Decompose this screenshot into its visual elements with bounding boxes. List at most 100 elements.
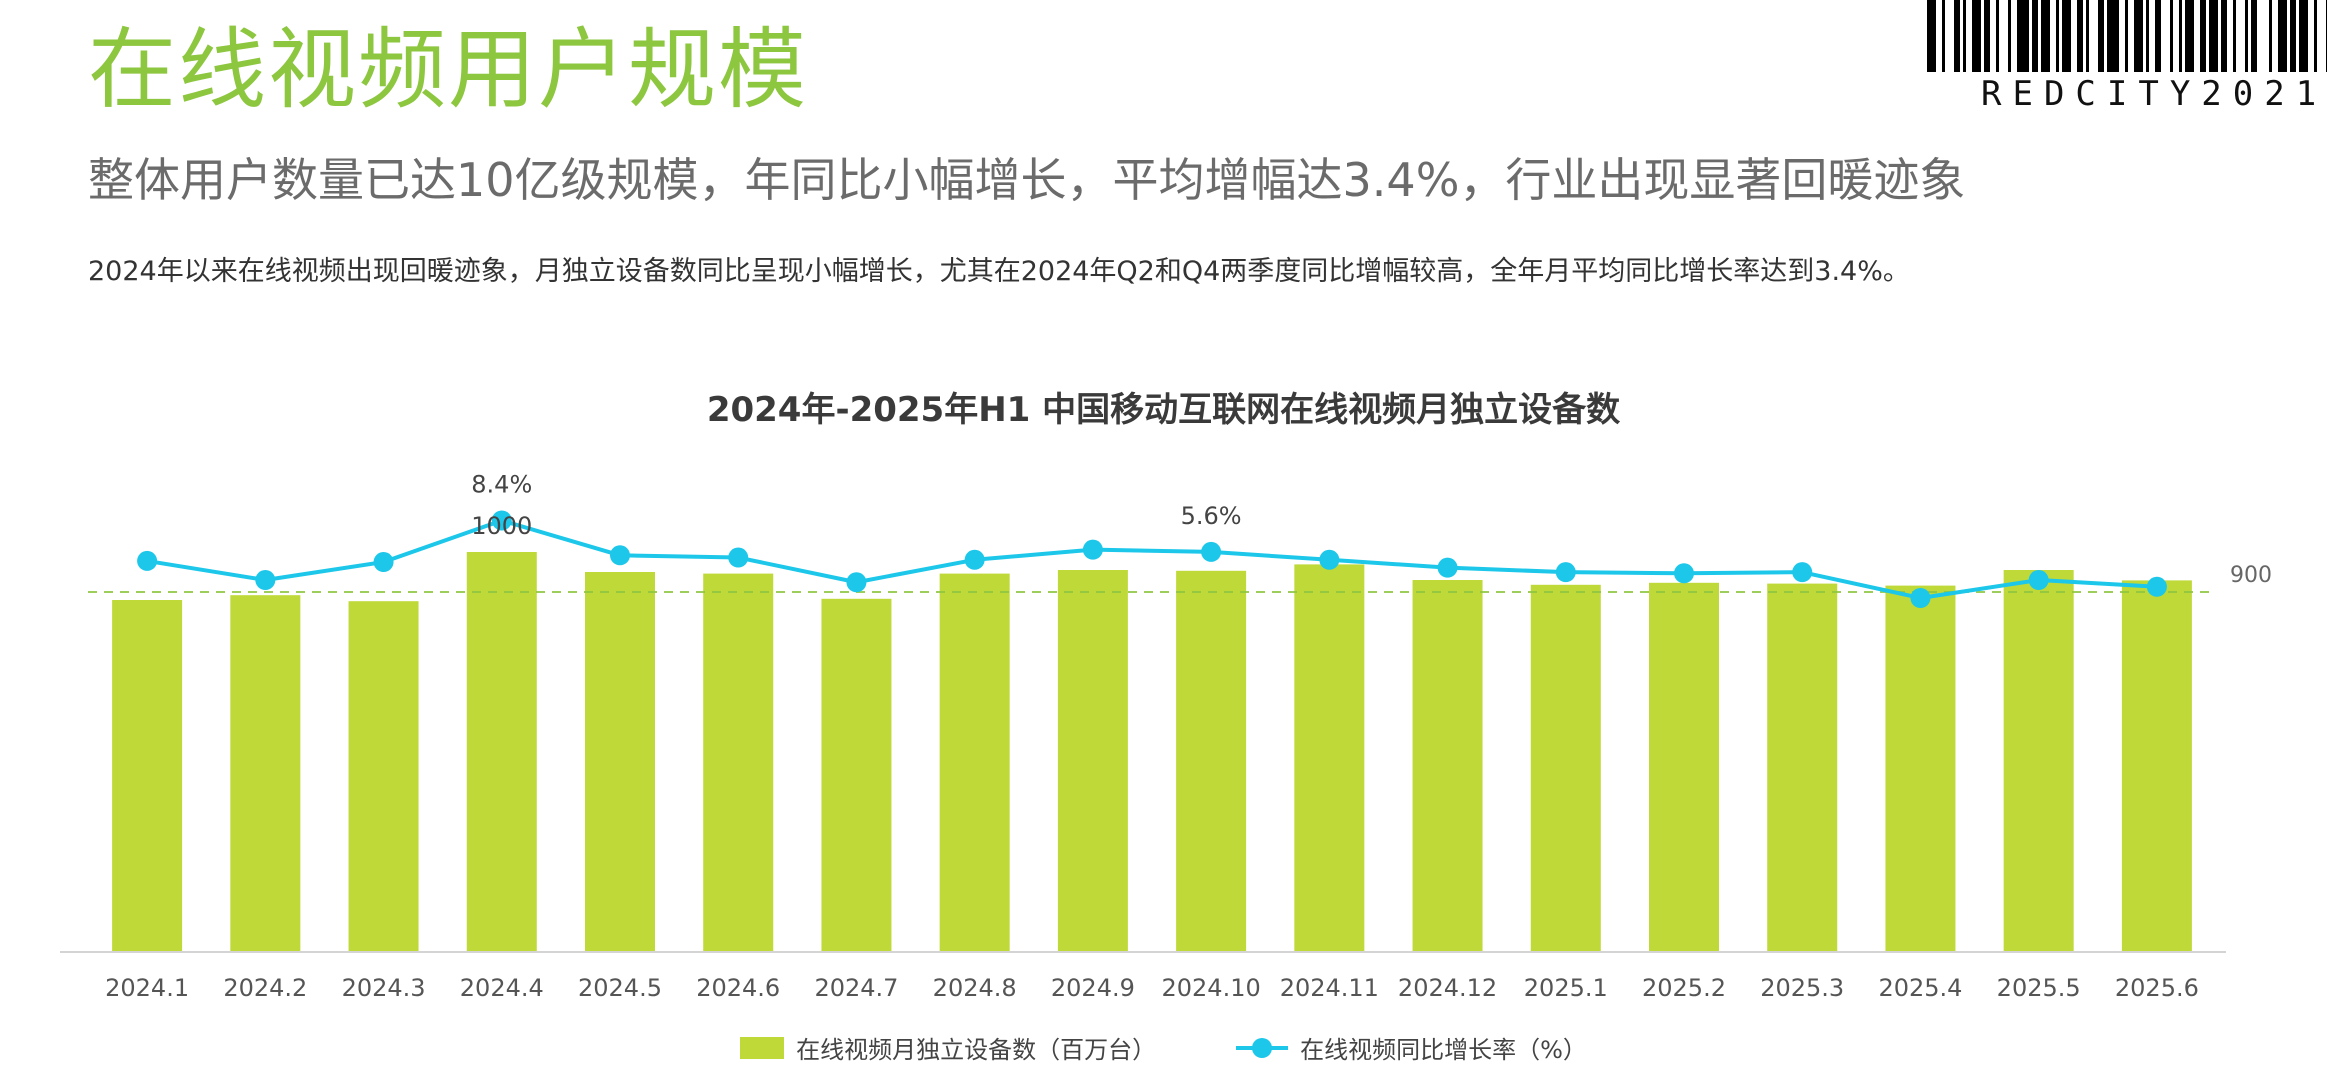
bar-2024.6 — [703, 573, 774, 952]
barcode-bar — [2098, 0, 2104, 72]
barcode-bar — [2170, 0, 2173, 72]
x-tick-label-2024.2: 2024.2 — [223, 974, 307, 1002]
barcode-bar — [2077, 0, 2083, 72]
x-tick-label-2024.3: 2024.3 — [342, 974, 426, 1002]
growth-point-2024.11 — [1319, 549, 1340, 570]
growth-point-2024.4 — [491, 510, 512, 531]
growth-point-2025.4 — [1910, 588, 1931, 608]
barcode-bar — [2245, 0, 2248, 72]
barcode-bar — [2041, 0, 2050, 72]
x-tick-label-2024.7: 2024.7 — [814, 974, 898, 1002]
bar-2025.3 — [1767, 583, 1838, 952]
x-tick-label-2024.9: 2024.9 — [1051, 974, 1135, 1002]
barcode-bar — [2269, 0, 2272, 72]
barcode-bar — [2200, 0, 2206, 72]
page-subtitle: 整体用户数量已达10亿级规模，年同比小幅增长，平均增幅达3.4%，行业出现显著回… — [88, 153, 1966, 207]
barcode-bar — [1963, 0, 1966, 72]
barcode-bar — [2107, 0, 2119, 72]
bar-2024.7 — [821, 598, 892, 952]
bar-2024.11 — [1294, 564, 1365, 952]
barcode-bar — [2299, 0, 2308, 72]
barcode-bar — [2008, 0, 2011, 72]
barcode-bar — [2233, 0, 2236, 72]
x-tick-label-2025.3: 2025.3 — [1760, 974, 1844, 1002]
barcode-bar — [1942, 0, 1945, 72]
barcode-bar — [2290, 0, 2296, 72]
growth-point-2024.5 — [610, 545, 630, 566]
legend-item-devices: 在线视频月独立设备数（百万台） — [740, 1030, 1156, 1065]
barcode-bar — [2278, 0, 2287, 72]
summary-text: 2024年以来在线视频出现回暖迹象，月独立设备数同比呈现小幅增长，尤其在2024… — [88, 256, 1910, 287]
barcode-icon — [1927, 0, 2327, 72]
barcode-bar — [2134, 0, 2143, 72]
bar-2024.5 — [585, 572, 655, 952]
legend-item-growth: 在线视频同比增长率（%） — [1236, 1030, 1587, 1065]
bar-2025.6 — [2121, 580, 2192, 952]
barcode-bar — [2146, 0, 2149, 72]
barcode-bar — [2209, 0, 2218, 72]
bar-2024.12 — [1412, 580, 1483, 952]
bar-2025.1 — [1530, 584, 1601, 952]
barcode-bar — [1954, 0, 1960, 72]
barcode-bar — [2017, 0, 2029, 72]
bar-2025.2 — [1649, 582, 1719, 952]
x-tick-label-2024.10: 2024.10 — [1161, 974, 1260, 1002]
barcode-bar — [2179, 0, 2182, 72]
x-tick-label-2025.4: 2025.4 — [1878, 974, 1962, 1002]
barcode-bar — [2056, 0, 2059, 72]
growth-point-2024.7 — [846, 572, 867, 593]
growth-point-2024.9 — [1082, 539, 1103, 560]
growth-point-2025.6 — [2146, 576, 2167, 597]
bar-2024.3 — [348, 601, 419, 952]
barcode-bar — [2314, 0, 2317, 72]
barcode-bar — [2125, 0, 2128, 72]
x-tick-label-2024.1: 2024.1 — [105, 974, 189, 1002]
growth-data-label-2024.10: 5.6% — [1181, 502, 1242, 530]
legend-label-devices: 在线视频月独立设备数（百万台） — [796, 1036, 1157, 1064]
barcode-bar — [2251, 0, 2257, 72]
bar-2024.10 — [1176, 570, 1247, 952]
growth-point-2024.8 — [964, 549, 985, 570]
growth-data-label-2024.4: 8.4% — [471, 470, 532, 498]
x-tick-label-2025.1: 2025.1 — [1524, 974, 1608, 1002]
x-tick-label-2025.2: 2025.2 — [1642, 974, 1726, 1002]
page-title: 在线视频用户规模 — [88, 18, 809, 121]
bar-data-label-2024.4: 1000 — [471, 512, 532, 540]
x-tick-label-2024.8: 2024.8 — [933, 974, 1017, 1002]
growth-point-2024.12 — [1437, 557, 1458, 578]
x-tick-label-2024.5: 2024.5 — [578, 974, 662, 1002]
x-tick-label-2024.12: 2024.12 — [1398, 974, 1497, 1002]
bar-2025.5 — [2003, 570, 2074, 952]
barcode-bar — [1927, 0, 1936, 72]
growth-rate-line — [146, 518, 2158, 600]
barcode-bar — [2032, 0, 2038, 72]
barcode-bar — [2221, 0, 2227, 72]
barcode-bar — [1972, 0, 1981, 72]
bar-2024.4 — [466, 552, 537, 952]
legend-label-growth: 在线视频同比增长率（%） — [1300, 1036, 1587, 1064]
bar-2025.4 — [1885, 585, 1956, 952]
barcode-bar — [1996, 0, 1999, 72]
barcode-bar — [2155, 0, 2161, 72]
x-tick-label-2024.6: 2024.6 — [696, 974, 780, 1002]
growth-point-2024.3 — [373, 552, 394, 573]
reference-line-label: 900 — [2230, 563, 2272, 588]
x-tick-label-2024.11: 2024.11 — [1280, 974, 1379, 1002]
x-tick-label-2024.4: 2024.4 — [460, 974, 544, 1002]
chart-legend: 在线视频月独立设备数（百万台） 在线视频同比增长率（%） — [0, 1030, 2327, 1065]
x-tick-label-2025.5: 2025.5 — [1997, 974, 2081, 1002]
barcode-bar — [2185, 0, 2194, 72]
chart-title: 2024年-2025年H1 中国移动互联网在线视频月独立设备数 — [706, 390, 1621, 430]
barcode-bar — [2062, 0, 2071, 72]
growth-point-2024.1 — [137, 550, 158, 571]
legend-bar-swatch — [740, 1036, 785, 1059]
growth-point-2024.2 — [255, 570, 276, 591]
growth-point-2025.2 — [1674, 563, 1694, 584]
growth-point-2024.10 — [1201, 541, 1222, 562]
barcode-bar — [1984, 0, 1990, 72]
brand-text: REDCITY2021 — [1981, 74, 2327, 114]
bar-2024.9 — [1057, 570, 1128, 952]
growth-point-2024.6 — [728, 547, 749, 568]
brand-barcode-logo: REDCITY2021 — [1915, 0, 2327, 120]
